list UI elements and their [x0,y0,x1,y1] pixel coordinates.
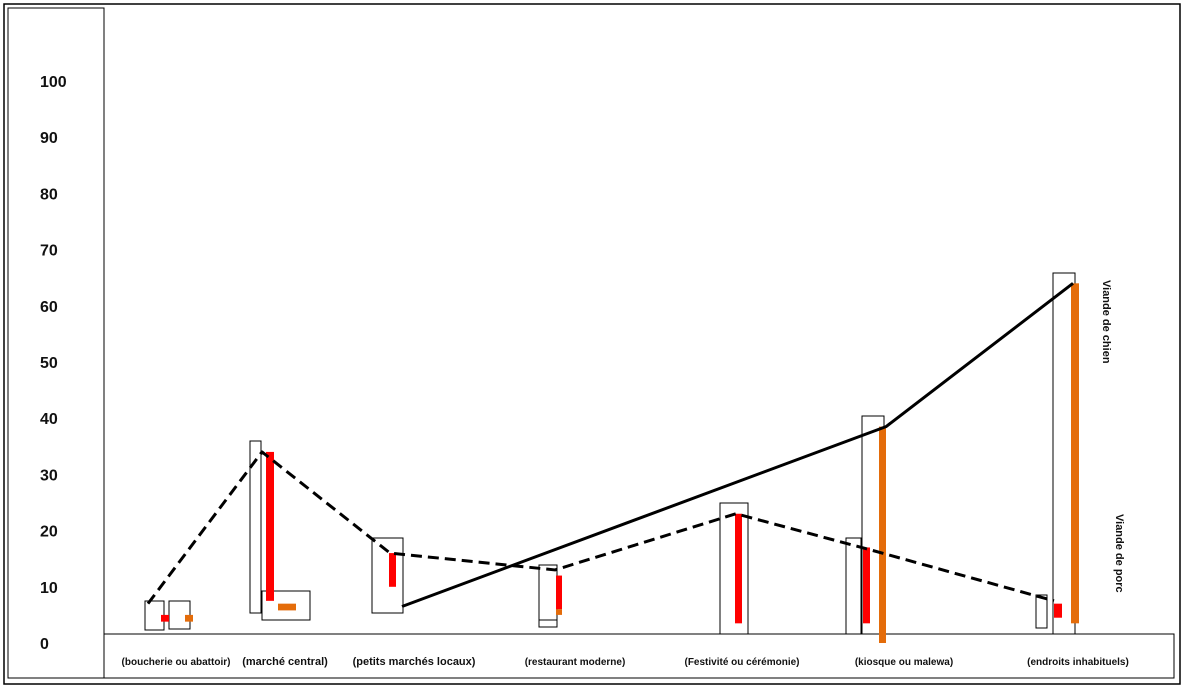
bar-chien-5 [879,426,886,643]
category-label-5: (kiosque ou malewa) [855,657,953,668]
bars [161,283,1079,643]
bar-porc-1 [266,451,274,601]
bar-porc-3 [556,575,562,610]
line-porc [146,450,1055,605]
bar-frame-3 [261,590,311,621]
series-label-porc: Viande de porc [1113,514,1125,593]
y-tick-label-3: 30 [40,467,58,484]
line-chien [401,282,1074,608]
y-axis-panel [7,7,105,679]
category-label-6: (endroits inhabituels) [1027,657,1129,668]
bar-chien-0 [185,614,193,622]
y-tick-label-10: 100 [40,74,67,91]
series-label-chien: Viande de chien [1100,280,1112,364]
category-label-3: (restaurant moderne) [525,657,626,668]
bar-porc-4 [735,513,742,624]
bar-chien-3 [556,609,562,615]
bar-porc-0 [161,614,169,622]
y-tick-label-8: 80 [40,186,58,203]
bar-frame-8 [845,537,862,635]
category-labels: (boucherie ou abattoir) (marché central) (… [122,656,1129,668]
bar-chien-1 [278,603,296,611]
bar-frame-4 [371,537,404,614]
bar-porc-6 [1054,603,1062,618]
bar-frame-10 [1035,594,1048,629]
category-label-0: (boucherie ou abattoir) [122,657,231,668]
y-tick-label-0: 0 [40,636,49,653]
category-axis-panel [103,633,1175,679]
y-tick-label-1: 10 [40,580,58,597]
bar-frame-7 [719,502,749,635]
bar-frame-2 [249,440,262,614]
category-label-2: (petits marchés locaux) [353,656,476,668]
y-tick-label-5: 50 [40,355,58,372]
bar-frame-6 [538,619,558,628]
bar-porc-2 [389,553,396,587]
series-lines [146,282,1074,608]
outer-frame [3,3,1181,685]
bar-porc-5 [863,547,870,624]
y-tick-label-2: 20 [40,524,58,541]
y-tick-label-6: 60 [40,299,58,316]
y-tick-label-4: 40 [40,411,58,428]
bar-chien-6 [1071,283,1079,624]
y-tick-label-9: 90 [40,130,58,147]
y-tick-label-7: 70 [40,243,58,260]
category-label-4: (Festivité ou cérémonie) [684,657,799,668]
y-axis-ticks: 0 10 20 30 40 50 60 70 80 90 100 [40,74,67,653]
category-label-1: (marché central) [242,656,328,668]
